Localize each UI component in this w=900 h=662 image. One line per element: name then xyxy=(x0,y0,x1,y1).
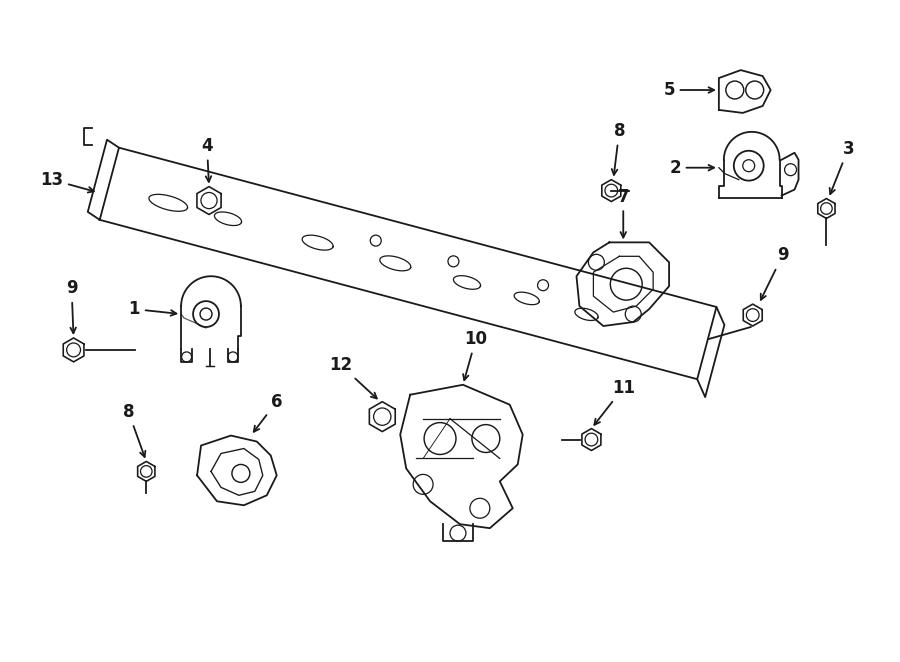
Text: 12: 12 xyxy=(328,356,377,399)
Text: 4: 4 xyxy=(202,137,212,182)
Text: 2: 2 xyxy=(670,159,714,177)
Text: 9: 9 xyxy=(66,279,77,333)
Text: 9: 9 xyxy=(760,246,788,300)
Text: 7: 7 xyxy=(617,187,629,238)
Text: 10: 10 xyxy=(464,330,488,380)
Text: 3: 3 xyxy=(830,140,854,194)
Text: 8: 8 xyxy=(612,122,625,175)
Text: 1: 1 xyxy=(129,300,176,318)
Text: 8: 8 xyxy=(122,402,146,457)
Text: 13: 13 xyxy=(40,171,94,193)
Text: 11: 11 xyxy=(594,379,634,425)
Text: 6: 6 xyxy=(254,393,283,432)
Text: 5: 5 xyxy=(663,81,714,99)
